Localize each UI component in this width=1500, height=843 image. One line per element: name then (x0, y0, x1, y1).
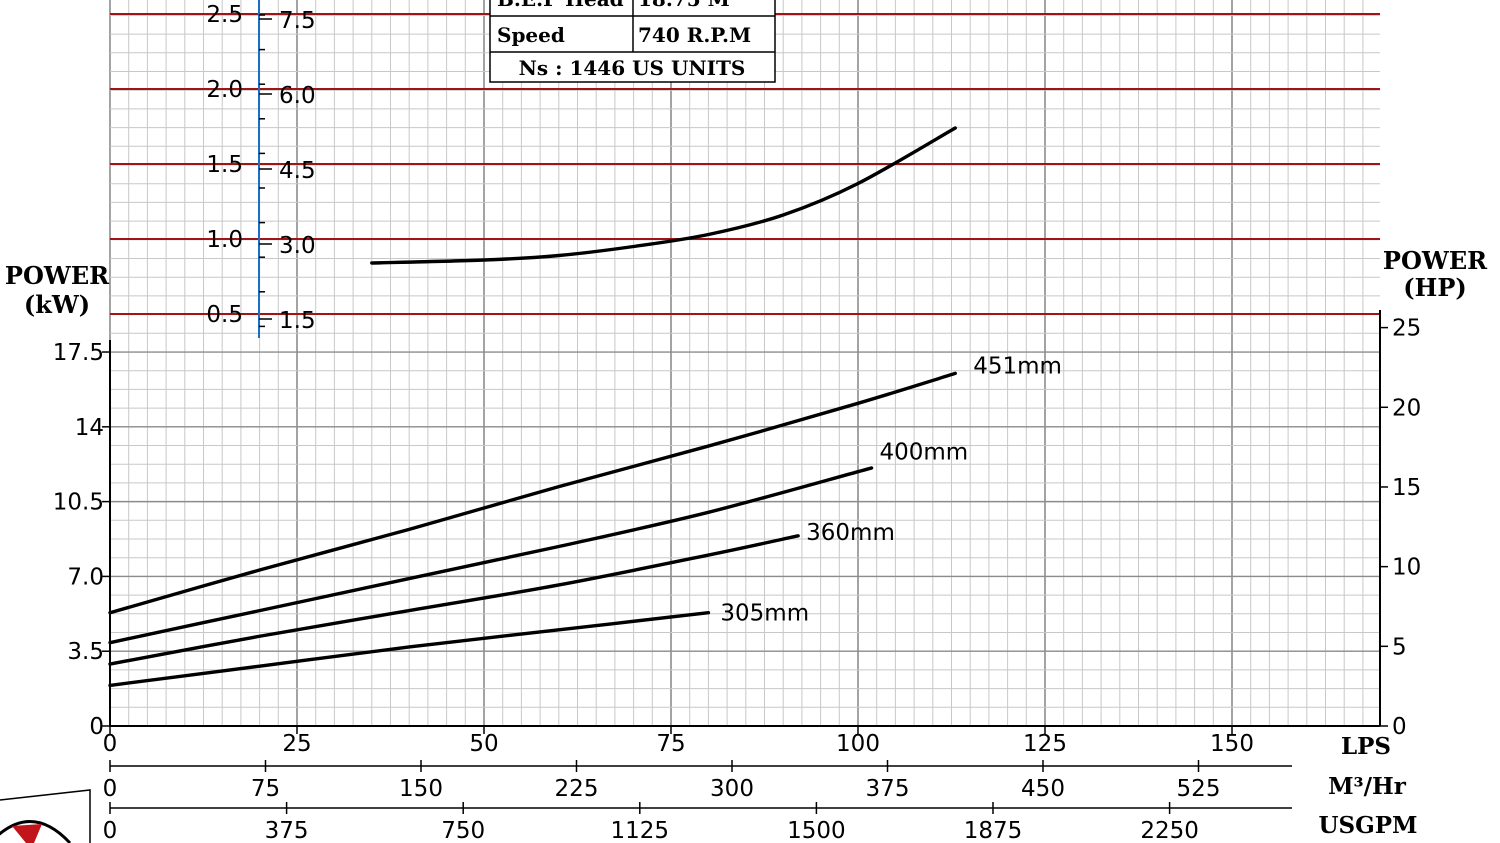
m3hr-tick-label: 225 (555, 776, 599, 802)
curve-400mm (108, 466, 874, 645)
curve-label: 400mm (879, 440, 968, 466)
x-tick-label: 150 (1210, 731, 1254, 757)
curve-label: 360mm (806, 520, 895, 546)
x-tick-label: 0 (103, 731, 118, 757)
m3hr-tick-label: 150 (399, 776, 443, 802)
curve-label: 305mm (720, 601, 809, 627)
x-tick-label: 25 (282, 731, 311, 757)
curves: 451mm 400mm 360mm 305mm (108, 126, 1062, 688)
usgpm-tick-label: 0 (103, 818, 118, 843)
m3hr-tick-label: 300 (710, 776, 754, 802)
power-kw-title-line1: POWER (5, 261, 110, 290)
upper-curve (370, 126, 957, 265)
usgpm-tick-label: 1500 (787, 818, 846, 843)
m3hr-tick-label: 525 (1177, 776, 1221, 802)
upper-y-tick-label: 1.5 (206, 152, 243, 178)
m3hr-tick-label: 375 (866, 776, 910, 802)
x-tick-label: 75 (656, 731, 685, 757)
x-tick-label: 125 (1023, 731, 1067, 757)
power-hp-title-line1: POWER (1383, 246, 1488, 275)
upper-hp-tick-label: 6.0 (279, 83, 316, 109)
info-row3: Ns : 1446 US UNITS (519, 56, 746, 80)
y-tick-label: 17.5 (53, 340, 104, 366)
upper-hp-tick-label: 1.5 (279, 308, 316, 334)
x-axis-label-lps: LPS (1341, 733, 1391, 760)
y-right-tick-label: 15 (1392, 475, 1421, 501)
upper-hp-tick-label: 7.5 (279, 8, 316, 34)
m3hr-tick-label: 450 (1021, 776, 1065, 802)
curve-label: 451mm (973, 353, 1062, 379)
curve-451mm (108, 371, 957, 615)
power-hp-title-line2: (HP) (1403, 273, 1466, 302)
y-right-tick-label: 0 (1392, 714, 1407, 740)
upper-y-tick-label: 2.0 (206, 77, 243, 103)
y-right-tick-label: 5 (1392, 634, 1407, 660)
y-tick-label: 7.0 (67, 564, 104, 590)
usgpm-tick-label: 375 (265, 818, 309, 843)
info-row2-label: Speed (497, 23, 565, 47)
info-row1-value: 18.75 M (638, 0, 730, 11)
y-right-tick-label: 10 (1392, 555, 1421, 581)
upper-y-tick-label: 0.5 (206, 302, 243, 328)
m3hr-axis-label: M³/Hr (1328, 773, 1407, 800)
upper-hp-tick-label: 3.0 (279, 233, 316, 259)
y-tick-label: 3.5 (67, 639, 104, 665)
m3hr-tick-label: 75 (251, 776, 280, 802)
upper-y-tick-label: 1.0 (206, 227, 243, 253)
info-row2-value: 740 R.P.M (638, 23, 751, 47)
chart-axes (109, 0, 1381, 809)
usgpm-tick-label: 1875 (964, 818, 1023, 843)
curve-305mm (108, 611, 711, 688)
power-kw-title-line2: (kW) (24, 290, 90, 319)
y-tick-label: 10.5 (53, 490, 104, 516)
y-tick-label: 0 (89, 714, 104, 740)
upper-hp-tick-label: 4.5 (279, 158, 316, 184)
m3hr-tick-label: 0 (103, 776, 118, 802)
usgpm-tick-label: 1125 (611, 818, 670, 843)
left-axis-title: POWER (kW) (5, 261, 110, 319)
right-axis-title: POWER (HP) (1383, 246, 1488, 302)
company-logo (0, 789, 91, 843)
usgpm-axis-label: USGPM (1318, 812, 1417, 839)
y-right-tick-label: 20 (1392, 395, 1421, 421)
upper-y-tick-label: 2.5 (206, 2, 243, 28)
info-table: B.E.P Head 18.75 M Speed 740 R.P.M Ns : … (489, 0, 776, 83)
tick-labels: 0 25 50 75 100 125 15003.57.010.51417.50510152… (53, 2, 1422, 843)
y-tick-label: 14 (75, 415, 104, 441)
x-tick-label: 100 (836, 731, 880, 757)
y-right-tick-label: 25 (1392, 316, 1421, 342)
usgpm-tick-label: 2250 (1140, 818, 1199, 843)
usgpm-tick-label: 750 (441, 818, 485, 843)
info-row1-label: B.E.P Head (497, 0, 624, 11)
x-tick-label: 50 (469, 731, 498, 757)
curve-360mm (108, 534, 800, 666)
